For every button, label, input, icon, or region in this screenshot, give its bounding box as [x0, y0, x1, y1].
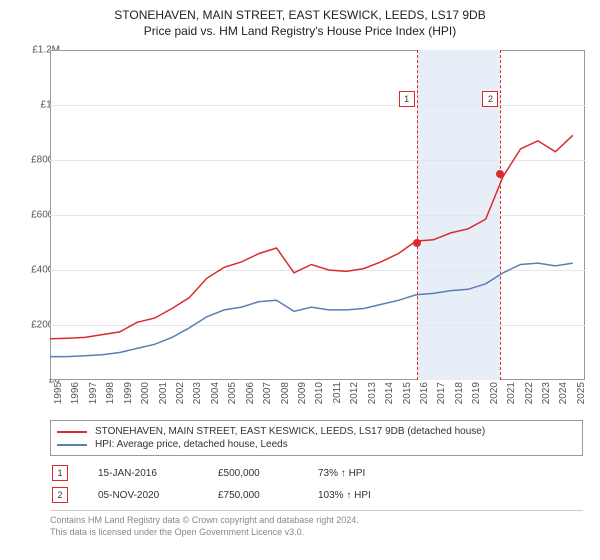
- chart-title: STONEHAVEN, MAIN STREET, EAST KESWICK, L…: [0, 0, 600, 22]
- x-tick-label: 2010: [314, 382, 325, 412]
- marker-row: 2 05-NOV-2020 £750,000 103% ↑ HPI: [50, 484, 583, 506]
- footer-line: Contains HM Land Registry data © Crown c…: [50, 515, 583, 527]
- marker-table: 1 15-JAN-2016 £500,000 73% ↑ HPI 2 05-NO…: [50, 462, 583, 506]
- legend-row: HPI: Average price, detached house, Leed…: [57, 438, 576, 451]
- x-tick-label: 2000: [140, 382, 151, 412]
- x-tick-label: 1996: [70, 382, 81, 412]
- marker-date: 05-NOV-2020: [98, 490, 188, 501]
- x-tick-label: 2020: [489, 382, 500, 412]
- x-tick-label: 1998: [105, 382, 116, 412]
- plot-area: 12: [50, 50, 585, 380]
- marker-number-box: 1: [52, 465, 68, 481]
- marker-pct: 73% ↑ HPI: [318, 468, 408, 479]
- x-tick-label: 2003: [192, 382, 203, 412]
- x-tick-label: 2014: [384, 382, 395, 412]
- x-tick-label: 2019: [471, 382, 482, 412]
- chart-container: STONEHAVEN, MAIN STREET, EAST KESWICK, L…: [0, 0, 600, 560]
- legend: STONEHAVEN, MAIN STREET, EAST KESWICK, L…: [50, 420, 583, 456]
- chart-subtitle: Price paid vs. HM Land Registry's House …: [0, 22, 600, 44]
- x-tick-label: 2016: [419, 382, 430, 412]
- x-tick-label: 2024: [558, 382, 569, 412]
- x-tick-label: 2021: [506, 382, 517, 412]
- marker-price: £750,000: [218, 490, 288, 501]
- footer-attribution: Contains HM Land Registry data © Crown c…: [50, 510, 583, 538]
- legend-label: STONEHAVEN, MAIN STREET, EAST KESWICK, L…: [95, 426, 485, 437]
- marker-date: 15-JAN-2016: [98, 468, 188, 479]
- x-tick-label: 1995: [53, 382, 64, 412]
- x-tick-label: 1999: [123, 382, 134, 412]
- x-tick-label: 2011: [332, 382, 343, 412]
- x-tick-label: 2005: [227, 382, 238, 412]
- x-tick-label: 2025: [576, 382, 587, 412]
- x-tick-label: 2022: [524, 382, 535, 412]
- x-tick-label: 2017: [436, 382, 447, 412]
- legend-swatch: [57, 444, 87, 446]
- line-series: [50, 50, 585, 380]
- marker-number-box: 2: [52, 487, 68, 503]
- x-tick-label: 2009: [297, 382, 308, 412]
- marker-price: £500,000: [218, 468, 288, 479]
- x-tick-label: 2013: [367, 382, 378, 412]
- x-tick-label: 2018: [454, 382, 465, 412]
- marker-row: 1 15-JAN-2016 £500,000 73% ↑ HPI: [50, 462, 583, 484]
- x-tick-label: 2008: [280, 382, 291, 412]
- legend-row: STONEHAVEN, MAIN STREET, EAST KESWICK, L…: [57, 425, 576, 438]
- x-tick-label: 2007: [262, 382, 273, 412]
- x-tick-label: 2002: [175, 382, 186, 412]
- legend-swatch: [57, 431, 87, 433]
- x-tick-label: 1997: [88, 382, 99, 412]
- x-tick-label: 2001: [158, 382, 169, 412]
- legend-label: HPI: Average price, detached house, Leed…: [95, 439, 288, 450]
- x-tick-label: 2006: [245, 382, 256, 412]
- x-tick-label: 2015: [402, 382, 413, 412]
- marker-pct: 103% ↑ HPI: [318, 490, 408, 501]
- x-tick-label: 2023: [541, 382, 552, 412]
- x-tick-label: 2004: [210, 382, 221, 412]
- footer-line: This data is licensed under the Open Gov…: [50, 527, 583, 539]
- x-tick-label: 2012: [349, 382, 360, 412]
